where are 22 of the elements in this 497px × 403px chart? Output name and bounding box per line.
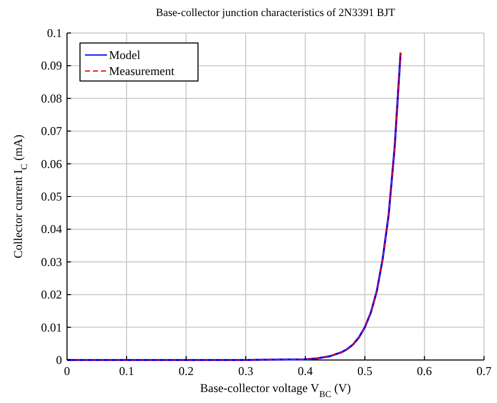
x-tick-label: 0.5 [357, 364, 372, 378]
y-tick-label: 0.03 [41, 254, 62, 269]
y-tick-label: 0.07 [41, 124, 62, 138]
x-tick-label: 0.2 [178, 364, 194, 378]
x-axis-title: Base-collector voltage V$_{BC}$ (V) [200, 381, 351, 399]
y-tick-label: 0.05 [41, 190, 62, 204]
y-tick-label: 0.02 [41, 288, 62, 302]
x-tick-label: 0.1 [119, 364, 134, 378]
chart-title: Base-collector junction characteristics of 2N3391 BJT [156, 7, 396, 19]
y-tick-label: 0 [56, 353, 62, 367]
legend-label: Model [109, 48, 141, 62]
y-tick-label: 0.06 [41, 156, 62, 171]
x-tick-label: 0.4 [298, 364, 313, 378]
x-tick-label: 0.7 [476, 364, 492, 378]
y-tick-label: 0.1 [47, 26, 62, 40]
y-tick-label: 0.08 [41, 91, 62, 106]
x-tick-label: 0.3 [238, 364, 254, 378]
y-tick-label: 0.01 [41, 320, 62, 334]
legend-label: Measurement [109, 64, 175, 78]
x-tick-label: 0.6 [416, 364, 432, 378]
y-tick-label: 0.09 [41, 58, 62, 73]
y-tick-label: 0.04 [41, 222, 62, 236]
